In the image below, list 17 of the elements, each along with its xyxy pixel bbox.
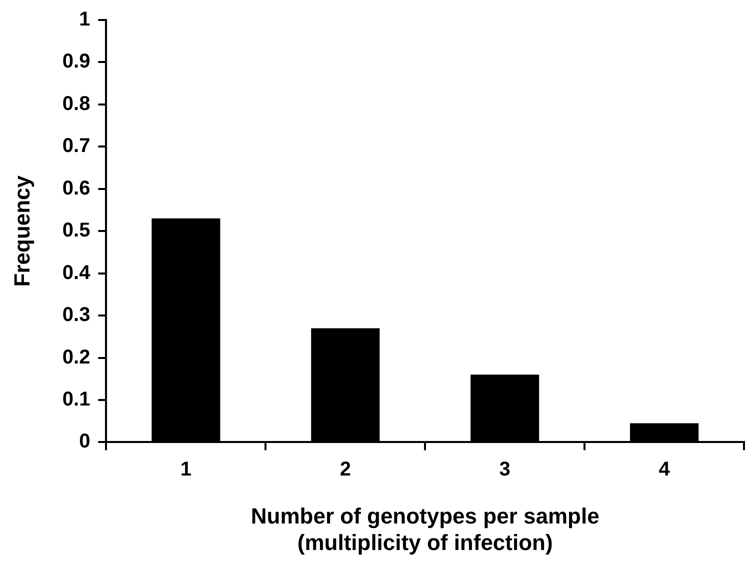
y-tick-label: 0.9 [62, 50, 90, 73]
y-tick-label: 0.1 [62, 388, 90, 410]
x-tick-label: 1 [180, 458, 192, 481]
y-tick-label: 0.5 [62, 220, 90, 242]
y-tick-label: 0.7 [62, 135, 90, 158]
y-axis-title: Frequency [9, 174, 34, 287]
y-tick-label: 0.2 [62, 346, 90, 368]
x-tick-label: 3 [499, 458, 510, 481]
y-tick-label: 0.3 [62, 304, 90, 326]
x-axis-title: Number of genotypes per sample (multiplicity of infection) [250, 503, 600, 555]
x-tick-label: 4 [658, 458, 671, 481]
y-tick-label: 1 [79, 8, 90, 31]
y-tick-label: 0.8 [62, 92, 90, 115]
y-tick-label: 0.4 [62, 262, 92, 284]
y-tick-label: 0 [79, 430, 90, 453]
y-tick-label: 0.6 [62, 177, 90, 200]
x-tick-label: 2 [340, 458, 351, 481]
